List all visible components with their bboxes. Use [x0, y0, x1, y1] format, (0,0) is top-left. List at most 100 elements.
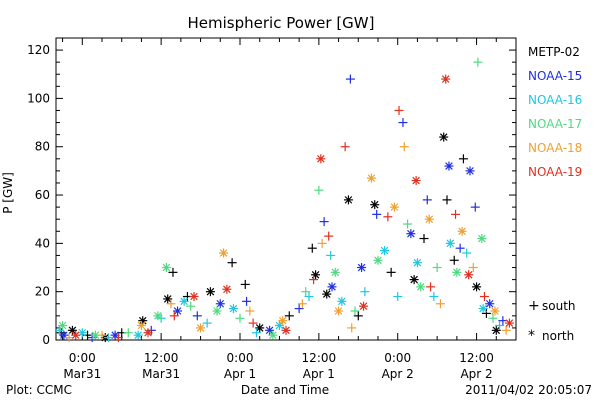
south-marker	[442, 195, 452, 205]
south-marker	[326, 250, 336, 260]
south-marker	[432, 263, 442, 273]
south-marker	[383, 212, 393, 222]
north-marker	[409, 275, 419, 285]
north-marker	[311, 270, 321, 280]
south-marker	[495, 321, 505, 331]
north-marker	[189, 292, 199, 302]
north-marker	[71, 330, 81, 340]
x-tick-label-date: Apr 2	[382, 367, 414, 381]
north-marker	[222, 284, 232, 294]
south-marker	[426, 282, 436, 292]
x-tick-label-time: 0:00	[384, 351, 411, 365]
north-marker	[370, 200, 380, 210]
south-marker	[419, 234, 429, 244]
south-marker	[248, 318, 258, 328]
x-tick-label-date: Mar31	[142, 367, 180, 381]
north-marker	[268, 330, 278, 340]
x-tick-label-time: 12:00	[459, 351, 494, 365]
south-marker	[202, 318, 212, 328]
south-marker	[251, 328, 261, 338]
north-marker	[485, 299, 495, 309]
south-marker	[319, 217, 329, 227]
north-marker	[322, 289, 332, 299]
north-marker	[343, 195, 353, 205]
south-marker	[360, 287, 370, 297]
south-marker	[449, 255, 459, 265]
south-marker	[314, 185, 324, 195]
legend-entry: NOAA-19	[528, 165, 582, 179]
north-marker	[337, 296, 347, 306]
north-marker	[465, 166, 475, 176]
south-marker	[403, 219, 413, 229]
north-marker	[491, 325, 501, 335]
south-marker	[350, 306, 360, 316]
north-marker	[411, 176, 421, 186]
north-marker	[59, 330, 69, 340]
marker-legend-symbol: +	[528, 298, 540, 314]
y-tick-label: 0	[42, 333, 50, 347]
south-marker	[501, 325, 511, 335]
north-marker	[274, 321, 284, 331]
north-marker	[457, 226, 467, 236]
south-marker	[235, 313, 245, 323]
north-marker	[179, 296, 189, 306]
south-marker	[123, 328, 133, 338]
legend-entry: NOAA-18	[528, 141, 582, 155]
x-tick-label-time: 12:00	[144, 351, 179, 365]
marker-legend-label: south	[542, 299, 576, 313]
north-marker	[477, 234, 487, 244]
north-marker	[163, 294, 173, 304]
south-marker	[488, 313, 498, 323]
y-tick-labels: 0 20 40 60 80 100 120	[27, 43, 50, 347]
north-marker	[77, 328, 87, 338]
south-marker	[242, 296, 252, 306]
north-marker	[330, 267, 340, 277]
north-marker	[416, 282, 426, 292]
north-marker	[444, 161, 454, 171]
data-points	[54, 57, 514, 343]
legend-entry: NOAA-16	[528, 93, 582, 107]
north-marker	[215, 299, 225, 309]
y-tick-label: 120	[27, 43, 50, 57]
south-marker	[468, 263, 478, 273]
south-marker	[297, 299, 307, 309]
south-marker	[398, 118, 408, 128]
south-marker	[104, 333, 114, 343]
north-marker	[278, 316, 288, 326]
south-marker	[309, 275, 319, 285]
north-marker	[406, 229, 416, 239]
south-marker	[192, 311, 202, 321]
north-marker	[212, 306, 222, 316]
north-marker	[439, 132, 449, 142]
north-marker	[255, 323, 265, 333]
south-marker	[317, 238, 327, 248]
north-marker	[67, 325, 77, 335]
south-marker	[166, 299, 176, 309]
south-marker	[451, 209, 461, 219]
x-tick-label-time: 0:00	[227, 351, 254, 365]
north-marker	[334, 306, 344, 316]
north-marker	[133, 330, 143, 340]
x-tick-label-date: Apr 2	[460, 367, 492, 381]
marker-legend-label: north	[542, 329, 574, 343]
y-axis-label: P [GW]	[1, 172, 15, 214]
north-marker	[281, 325, 291, 335]
south-marker	[304, 292, 314, 302]
north-marker	[359, 301, 369, 311]
x-axis-label: Date and Time	[241, 383, 329, 397]
north-marker	[424, 214, 434, 224]
north-marker	[366, 173, 376, 183]
north-marker	[472, 282, 482, 292]
plot-credit: Plot: CCMC	[6, 383, 72, 397]
y-tick-label: 40	[35, 236, 50, 250]
south-marker	[345, 74, 355, 84]
marker-legend: + south * north	[528, 298, 576, 344]
north-marker	[265, 325, 275, 335]
south-marker	[307, 243, 317, 253]
north-marker	[389, 202, 399, 212]
south-marker	[97, 330, 107, 340]
x-tick-label-date: Mar31	[63, 367, 101, 381]
north-marker	[228, 304, 238, 314]
